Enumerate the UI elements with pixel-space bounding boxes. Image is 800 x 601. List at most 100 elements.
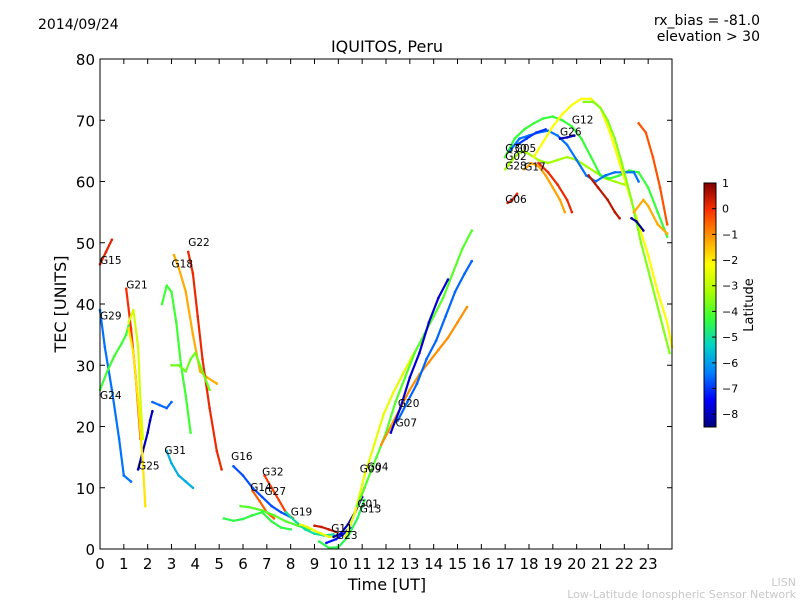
- data-point: [313, 529, 316, 532]
- data-point: [551, 125, 555, 128]
- data-point: [141, 462, 145, 465]
- data-point: [537, 161, 540, 165]
- data-point: [113, 354, 116, 358]
- x-tick-label: 11: [353, 555, 372, 573]
- data-point: [403, 376, 407, 379]
- data-point: [191, 333, 195, 336]
- x-tick-label: 15: [448, 555, 467, 573]
- data-point: [427, 321, 431, 324]
- data-point: [542, 117, 545, 120]
- x-tick-label: 5: [214, 555, 224, 573]
- data-point: [127, 324, 130, 327]
- x-tick-label: 12: [376, 555, 395, 573]
- data-point: [415, 382, 419, 385]
- colorbar-bar: [703, 182, 717, 428]
- colorbar: Latitude 1 0 −1 −2 −3 −4 −5 −6 −7 −8: [703, 177, 757, 428]
- data-point: [441, 296, 445, 300]
- prn-label: G11: [331, 523, 353, 535]
- data-point: [313, 532, 316, 535]
- data-point: [508, 161, 512, 165]
- prn-label: G27: [265, 486, 287, 498]
- data-point: [232, 519, 235, 523]
- x-tick-label: 23: [639, 555, 658, 573]
- data-point: [408, 376, 412, 379]
- data-point: [260, 511, 264, 514]
- data-point: [618, 161, 621, 165]
- data-point: [665, 321, 669, 324]
- data-point: [642, 198, 645, 202]
- prn-label: G26: [560, 127, 582, 139]
- data-point: [175, 321, 178, 324]
- data-point: [318, 540, 321, 543]
- data-point: [642, 229, 645, 232]
- data-point: [103, 345, 107, 349]
- data-point: [124, 287, 128, 291]
- data-point: [563, 210, 567, 214]
- data-point: [294, 520, 297, 523]
- data-point: [129, 480, 133, 483]
- data-point: [284, 511, 288, 514]
- data-point: [289, 528, 293, 531]
- data-point: [260, 509, 264, 512]
- data-point: [418, 351, 421, 355]
- prn-label: G04: [367, 462, 389, 474]
- data-point: [637, 122, 640, 125]
- data-point: [637, 180, 640, 183]
- data-point: [613, 180, 617, 183]
- data-point: [356, 504, 359, 508]
- data-point: [530, 161, 533, 165]
- x-tick-label: 19: [543, 555, 562, 573]
- prn-label: G29: [100, 310, 122, 322]
- y-tick-label: 30: [76, 357, 95, 375]
- data-point: [327, 535, 331, 539]
- data-point: [129, 327, 133, 330]
- data-point: [346, 523, 350, 526]
- series-g29: [98, 309, 133, 483]
- data-point: [110, 238, 114, 241]
- series-g24: [98, 324, 130, 391]
- data-point: [136, 468, 140, 471]
- data-point: [546, 171, 550, 174]
- colorbar-tick-label: −8: [722, 408, 738, 421]
- x-tick-label: 18: [519, 555, 538, 573]
- data-point: [606, 198, 609, 202]
- data-point: [389, 425, 393, 428]
- data-point: [332, 533, 335, 536]
- data-point: [215, 382, 219, 385]
- colorbar-label: Latitude: [742, 278, 757, 332]
- x-tick-label: 17: [496, 555, 515, 573]
- data-point: [551, 115, 555, 118]
- data-point: [406, 400, 409, 404]
- data-point: [356, 517, 359, 520]
- series-g12b: [582, 100, 671, 355]
- data-point: [596, 186, 600, 189]
- data-point: [594, 171, 597, 174]
- data-point: [136, 345, 140, 349]
- data-point: [556, 183, 559, 186]
- data-point: [127, 327, 130, 330]
- data-point: [544, 128, 547, 131]
- y-tick-label: 70: [76, 112, 95, 130]
- data-point: [632, 171, 636, 174]
- data-point: [437, 296, 440, 300]
- x-axis: 0 1 2 3 4 5 6 7 8 9 10 11 12 13 14 15 16 17 18 19 20 21 22 23: [95, 59, 658, 573]
- data-point: [277, 498, 281, 502]
- x-tick-label: 4: [191, 555, 201, 573]
- y-axis: 0 10 20 30 40 50 60 70 80: [76, 51, 672, 559]
- x-tick-label: 14: [424, 555, 443, 573]
- data-point: [391, 391, 395, 395]
- y-tick-label: 80: [76, 51, 95, 69]
- data-point: [599, 174, 602, 177]
- series-g12d: [637, 122, 669, 226]
- data-point: [556, 158, 559, 162]
- data-point: [561, 119, 564, 122]
- data-point: [408, 388, 412, 392]
- colorbar-tick-label: −7: [722, 382, 738, 395]
- data-point: [665, 223, 669, 226]
- data-point: [656, 210, 659, 214]
- data-point: [427, 360, 431, 364]
- data-point: [144, 504, 147, 508]
- data-point: [618, 174, 621, 177]
- prn-label: G01: [357, 498, 379, 510]
